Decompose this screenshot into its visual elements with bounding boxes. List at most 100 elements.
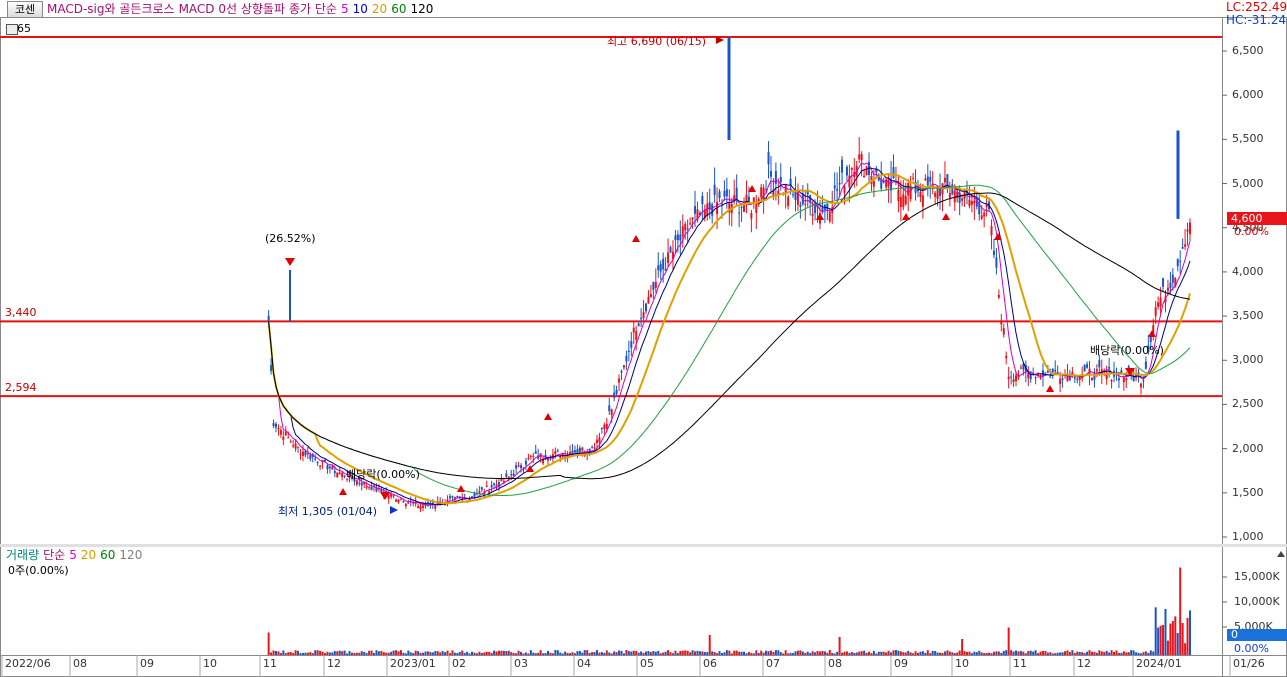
volume-bar	[1002, 650, 1005, 655]
legend-item[interactable]: 10	[352, 2, 368, 16]
volume-bar	[341, 651, 344, 655]
legend-item[interactable]: 5	[340, 2, 349, 16]
volume-bar	[860, 651, 863, 655]
candle-body	[419, 506, 422, 510]
candle-body	[1012, 379, 1015, 383]
candle-body	[858, 154, 861, 160]
candle-body	[390, 493, 393, 497]
volume-legend-item[interactable]: 20	[80, 548, 97, 562]
candle-body	[664, 268, 667, 271]
legend-item[interactable]: 20	[371, 2, 388, 16]
candle-body	[701, 195, 704, 205]
volume-bar	[326, 651, 329, 655]
candle-body	[360, 483, 363, 486]
candle-body	[642, 312, 645, 318]
candle-body	[992, 250, 995, 256]
tab-stock-name[interactable]: 코센	[7, 1, 43, 18]
candle-body	[784, 184, 787, 194]
candle-body	[392, 495, 395, 497]
date-tick-label: 03	[514, 657, 528, 670]
volume-bar	[914, 651, 917, 655]
candle-body	[1098, 360, 1101, 368]
candle-body	[779, 176, 782, 183]
volume-legend-item[interactable]: 120	[119, 548, 143, 562]
volume-bar	[321, 651, 324, 655]
volume-bar	[1012, 651, 1015, 655]
volume-bar	[1037, 653, 1040, 655]
candle-body	[872, 181, 875, 187]
volume-bar	[346, 653, 349, 655]
grid-icon[interactable]	[6, 24, 18, 35]
volume-bar	[358, 652, 361, 655]
volume-bar	[502, 650, 505, 655]
candle-body	[473, 493, 476, 497]
legend-item[interactable]: 120	[410, 2, 434, 16]
legend-item[interactable]: 종가 단순	[289, 2, 337, 16]
candle-body	[752, 197, 755, 204]
scroll-up-icon[interactable]	[1277, 548, 1285, 557]
volume-bar	[953, 653, 956, 655]
candle-body	[921, 195, 924, 207]
candle-body	[713, 184, 716, 195]
candle-body	[833, 185, 836, 189]
volume-bar	[1149, 650, 1152, 655]
spike-percent-annotation: (26.52%)	[265, 232, 316, 245]
candle-body	[461, 497, 464, 499]
candle-body	[576, 449, 579, 454]
volume-bar	[297, 650, 300, 655]
volume-legend-item[interactable]: 거래량	[6, 548, 40, 562]
candle-body	[448, 496, 451, 499]
legend-item[interactable]: 60	[391, 2, 407, 16]
candle-body	[762, 187, 765, 200]
volume-bar	[1157, 627, 1160, 655]
volume-bar	[1132, 650, 1135, 655]
candle-body	[694, 206, 697, 214]
volume-bar	[833, 653, 836, 655]
volume-bar	[483, 652, 486, 655]
candle-body	[417, 506, 420, 509]
buy-signal-arrow	[632, 235, 640, 242]
candle-body	[703, 209, 706, 219]
candle-body	[902, 194, 905, 208]
volume-bar	[564, 651, 567, 655]
sell-signal-arrow	[1125, 368, 1135, 376]
candle-body	[990, 226, 993, 236]
candle-body	[912, 177, 915, 179]
volume-legend[interactable]: 거래량 단순 5 20 60 120	[6, 548, 146, 562]
candle-body	[1093, 373, 1096, 380]
main-indicator-legend[interactable]: MACD-sig와 골든크로스 MACD 0선 상향돌파 종가 단순 5 10 20 60 1…	[47, 2, 437, 16]
volume-legend-item[interactable]: 단순	[43, 548, 66, 562]
candle-body	[681, 226, 684, 237]
candle-body	[546, 458, 549, 461]
volume-bar	[1127, 652, 1130, 655]
candle-body	[789, 178, 792, 186]
candle-body	[936, 186, 939, 199]
legend-item[interactable]: MACD 0선 상향돌파	[178, 2, 285, 16]
volume-bar	[402, 652, 405, 655]
volume-bar	[1169, 623, 1172, 655]
candle-body	[1015, 375, 1018, 382]
candle-body	[907, 183, 910, 196]
volume-legend-item[interactable]: 5	[69, 548, 77, 562]
volume-bar	[287, 652, 290, 655]
candle-body	[1073, 376, 1076, 379]
volume-tick-label: 10,000K	[1234, 595, 1280, 608]
legend-item[interactable]: MACD-sig와 골든크로스	[47, 2, 175, 16]
hc-readout: HC:-31.24	[1226, 13, 1287, 27]
candle-body	[733, 195, 736, 202]
volume-bar	[988, 652, 991, 655]
candle-body	[958, 192, 961, 203]
volume-bar	[946, 650, 949, 655]
candle-body	[691, 217, 694, 220]
candle-body	[375, 487, 378, 492]
volume-bar	[382, 652, 385, 655]
buy-signal-arrow	[457, 485, 465, 492]
candle-body	[274, 424, 277, 428]
volume-bar	[380, 650, 383, 655]
volume-bar	[919, 651, 922, 655]
volume-legend-item[interactable]: 60	[100, 548, 116, 562]
candle-body	[1059, 378, 1062, 385]
volume-bar	[821, 650, 824, 655]
candle-body	[919, 191, 922, 198]
